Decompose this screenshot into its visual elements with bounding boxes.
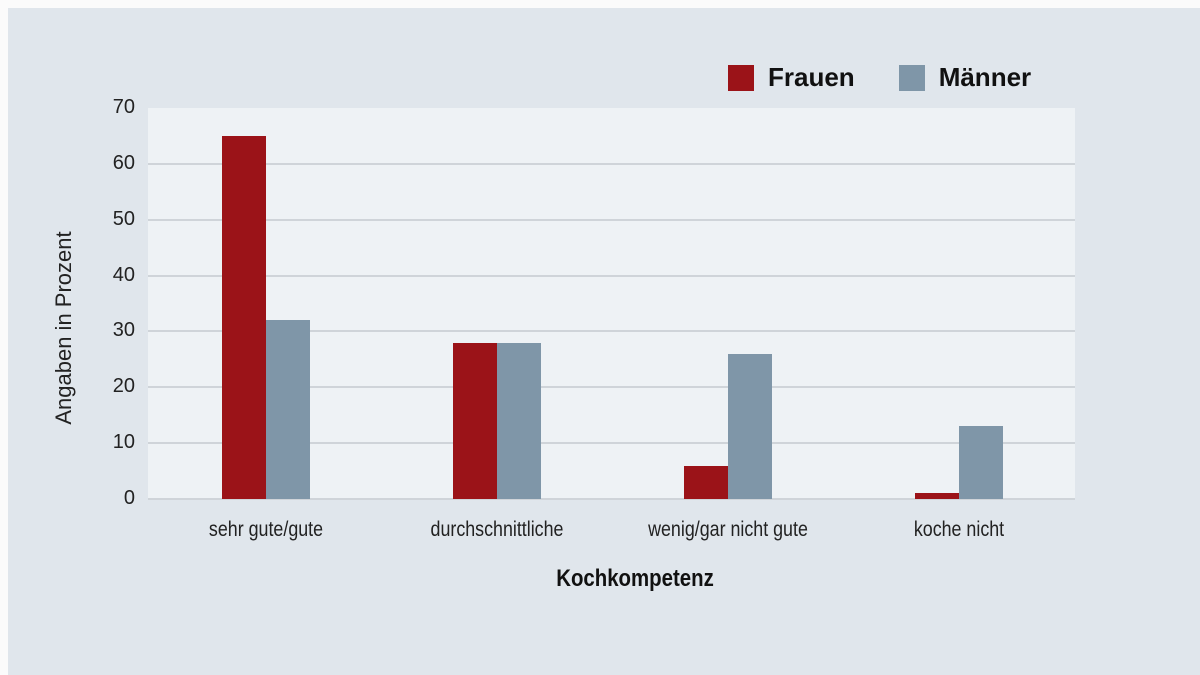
x-tick-label: wenig/gar nicht gute xyxy=(648,518,808,541)
y-tick-label: 40 xyxy=(112,263,135,286)
y-tick-label: 60 xyxy=(112,151,135,174)
bar-frauen-1 xyxy=(453,342,497,499)
x-tick-label: durchschnittliche xyxy=(430,518,564,541)
gridline xyxy=(148,498,1075,500)
gridline xyxy=(148,442,1075,445)
bar-frauen-0 xyxy=(222,135,266,499)
bar-männer-1 xyxy=(497,342,541,499)
y-tick-label: 50 xyxy=(112,207,135,230)
x-axis-label: Kochkompetenz xyxy=(556,565,714,592)
legend-label-maenner: Männer xyxy=(938,62,1032,92)
x-tick-label: sehr gute/gute xyxy=(208,518,324,541)
y-tick-label: 0 xyxy=(123,487,135,509)
gridline xyxy=(148,274,1075,277)
y-tick-label: 70 xyxy=(112,96,135,118)
bar-männer-3 xyxy=(959,426,1003,499)
legend: Frauen Männer xyxy=(728,62,1075,93)
y-axis-label: Angaben in Prozent xyxy=(51,231,76,425)
gridline xyxy=(148,386,1075,389)
bar-frauen-2 xyxy=(684,465,728,499)
gridline xyxy=(148,218,1075,221)
bar-frauen-3 xyxy=(915,493,959,499)
x-tick-label: koche nicht xyxy=(913,518,1005,541)
y-tick-label: 10 xyxy=(112,431,135,454)
legend-label-frauen: Frauen xyxy=(768,62,855,92)
legend-swatch-frauen xyxy=(728,64,754,91)
y-tick-label: 30 xyxy=(112,319,135,342)
gridline xyxy=(148,162,1075,165)
plot-area xyxy=(148,108,1075,500)
bar-männer-0 xyxy=(266,320,310,499)
legend-swatch-maenner xyxy=(898,64,925,91)
bar-männer-2 xyxy=(728,353,772,499)
y-tick-label: 20 xyxy=(112,375,135,398)
gridline xyxy=(148,330,1075,333)
